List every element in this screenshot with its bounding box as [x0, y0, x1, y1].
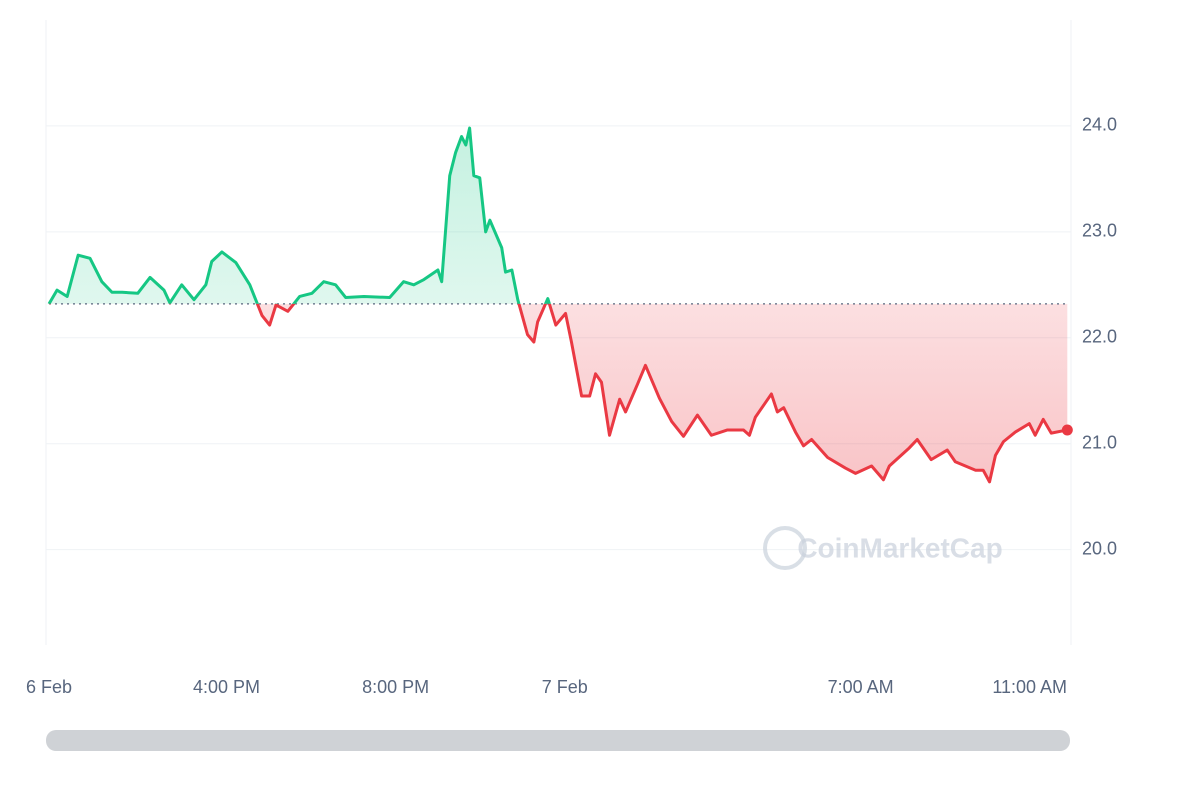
y-tick-label: 22.0 — [1082, 327, 1117, 347]
y-tick-label: 24.0 — [1082, 115, 1117, 135]
x-tick-label: 11:00 AM — [992, 677, 1067, 697]
plot: 20.0 21.0 22.0 23.0 24.0 6 Feb 4:00 PM 8:00 PM 7… — [26, 115, 1117, 697]
y-tick-label: 21.0 — [1082, 432, 1117, 452]
y-tick-label: 23.0 — [1082, 221, 1117, 241]
x-tick-label: 7 Feb — [542, 677, 588, 697]
scrollbar[interactable] — [46, 730, 1070, 751]
area-down — [257, 303, 1068, 482]
watermark-logo — [763, 526, 807, 570]
y-tick-label: 20.0 — [1082, 538, 1117, 558]
x-tick-label: 4:00 PM — [193, 677, 260, 697]
area-up — [49, 128, 1068, 304]
price-line-up — [47, 126, 551, 304]
price-line-down — [49, 303, 1068, 484]
x-tick-label: 7:00 AM — [828, 677, 894, 697]
watermark: CoinMarketCap — [797, 532, 1002, 563]
x-tick-label: 6 Feb — [26, 677, 72, 697]
x-tick-label: 8:00 PM — [362, 677, 429, 697]
last-point — [1061, 424, 1073, 436]
